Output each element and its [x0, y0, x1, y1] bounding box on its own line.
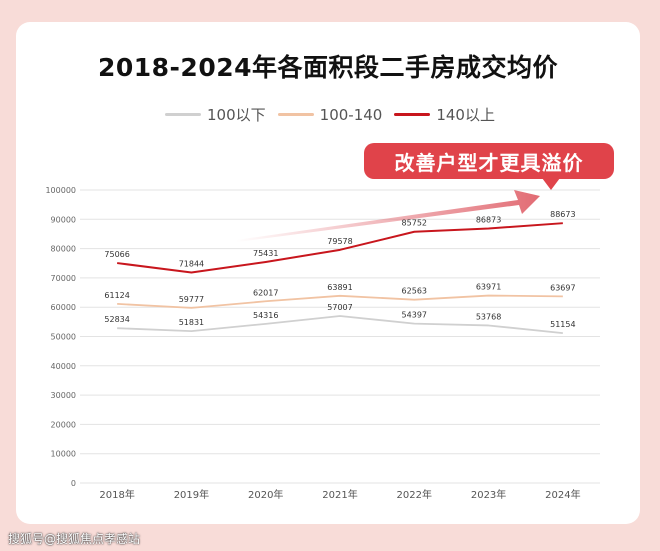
- y-tick-label: 100000: [45, 186, 76, 195]
- x-tick-label: 2024年: [545, 488, 580, 501]
- series-line-1: [117, 315, 563, 335]
- y-tick-label: 40000: [51, 362, 76, 371]
- trend-arrow: [236, 190, 540, 242]
- legend-item-2: 100-140: [277, 105, 383, 124]
- legend-swatch: [394, 113, 431, 116]
- data-label: 51831: [179, 318, 204, 327]
- chart-title: 2018-2024年各面积段二手房成交均价: [97, 53, 559, 82]
- data-label: 57007: [327, 303, 352, 312]
- legend-label: 100-140: [319, 105, 383, 124]
- data-label: 52834: [104, 315, 129, 324]
- x-tick-label: 2022年: [397, 488, 432, 501]
- x-tick-label: 2019年: [174, 488, 209, 501]
- data-label: 63891: [327, 283, 352, 292]
- y-tick-label: 0: [71, 479, 76, 488]
- chart-legend: 100以下 100-140 140以上: [0, 104, 660, 125]
- legend-swatch: [277, 113, 314, 116]
- data-label: 85752: [402, 219, 427, 228]
- data-label: 71844: [179, 259, 204, 268]
- data-label: 75431: [253, 249, 278, 258]
- data-label: 75066: [104, 250, 129, 259]
- x-tick-label: 2023年: [471, 488, 506, 501]
- watermark: 搜狐号@搜狐焦点孝感站: [8, 532, 141, 546]
- legend-label: 140以上: [436, 106, 495, 124]
- y-tick-label: 90000: [51, 215, 76, 224]
- y-tick-label: 50000: [51, 333, 76, 342]
- legend-swatch: [165, 113, 202, 116]
- data-label: 53768: [476, 312, 501, 321]
- chart-card: [16, 22, 640, 524]
- data-label: 86873: [476, 215, 501, 224]
- series-line-3: [117, 222, 563, 274]
- data-label: 51154: [550, 320, 575, 329]
- x-tick-label: 2018年: [99, 488, 134, 501]
- data-label: 63697: [550, 283, 575, 292]
- data-label: 61124: [104, 291, 129, 300]
- y-tick-label: 80000: [51, 245, 76, 254]
- legend-item-1: 100以下: [165, 104, 266, 125]
- data-label: 62563: [402, 287, 427, 296]
- data-label: 54397: [402, 311, 427, 320]
- series-line-2: [117, 294, 563, 309]
- data-label: 59777: [179, 295, 204, 304]
- y-tick-label: 10000: [51, 450, 76, 459]
- x-tick-label: 2021年: [322, 488, 357, 501]
- annotation-callout: 改善户型才更具溢价: [364, 143, 614, 179]
- data-label: 62017: [253, 288, 278, 297]
- legend-item-3: 140以上: [394, 104, 495, 125]
- y-tick-label: 70000: [51, 274, 76, 283]
- data-label: 54316: [253, 311, 278, 320]
- data-label: 63971: [476, 283, 501, 292]
- y-tick-label: 60000: [51, 303, 76, 312]
- y-tick-label: 20000: [51, 420, 76, 429]
- x-tick-label: 2020年: [248, 488, 283, 501]
- legend-label: 100以下: [207, 106, 266, 124]
- data-label: 88673: [550, 210, 575, 219]
- y-tick-label: 30000: [51, 391, 76, 400]
- data-label: 79578: [327, 237, 352, 246]
- annotation-callout-tail: [542, 178, 560, 190]
